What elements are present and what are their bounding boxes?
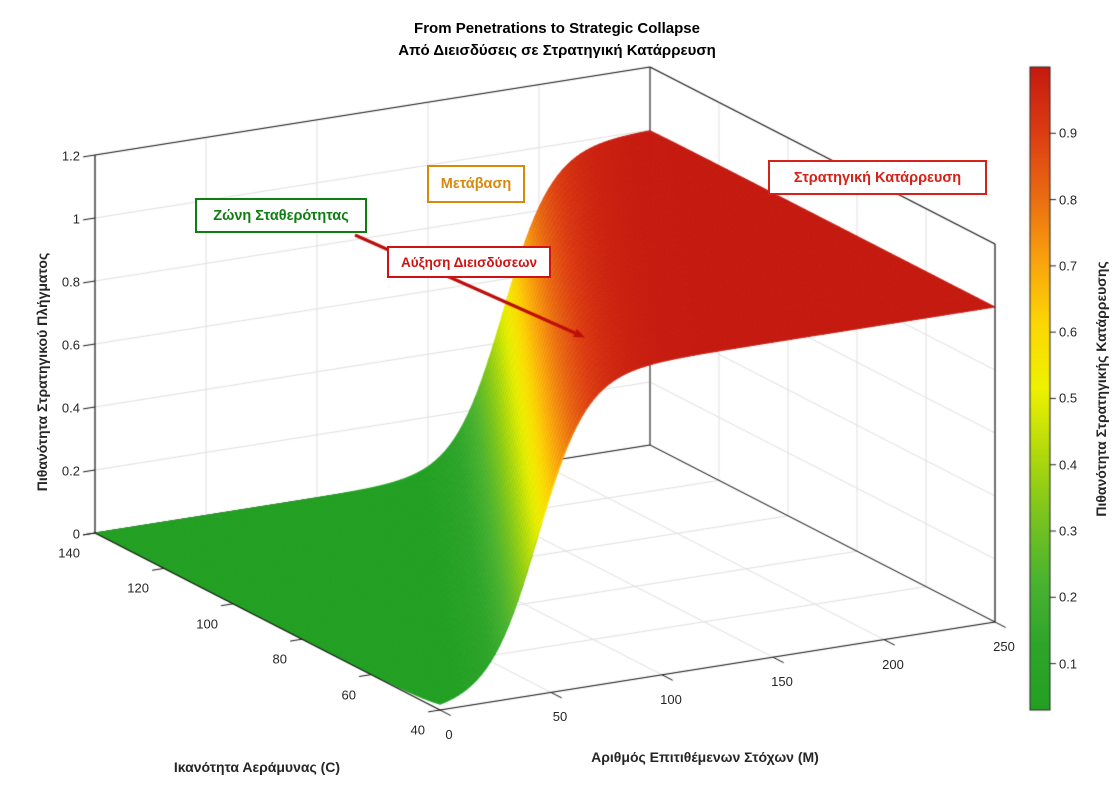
annotation-stability-zone: Ζώνη Σταθερότητας [195, 198, 367, 233]
annotation-transition: Μετάβαση [427, 165, 525, 203]
x-tick-label: 200 [882, 656, 904, 672]
x-tick-label: 150 [771, 674, 793, 690]
plot-title: From Penetrations to Strategic Collapse … [398, 18, 716, 62]
colorbar-tick-label: 0.9 [1059, 125, 1078, 141]
colorbar-tick-label: 0.8 [1059, 192, 1078, 208]
y-tick-label: 40 [410, 722, 425, 738]
colorbar-tick-label: 0.5 [1059, 390, 1078, 406]
x-axis-label: Αριθμός Επιτιθέμενων Στόχων (M) [591, 749, 819, 765]
y-tick-label: 80 [272, 651, 287, 667]
x-tick-label: 250 [993, 639, 1015, 654]
y-tick-label: 140 [58, 545, 80, 561]
colorbar-label: Πιθανότητα Στρατηγικής Κατάρρευσης [1093, 261, 1109, 517]
z-tick-label: 0 [72, 526, 80, 542]
z-tick-label: 0.2 [61, 463, 80, 479]
z-tick-label: 1.2 [61, 148, 80, 164]
plot-title-en: From Penetrations to Strategic Collapse [414, 20, 700, 37]
x-tick-label: 0 [445, 727, 453, 742]
y-tick-label: 60 [341, 687, 356, 703]
z-tick-label: 0.8 [61, 274, 80, 290]
y-tick-label: 100 [196, 616, 218, 632]
annotation-strategic-collapse: Στρατηγική Κατάρρευση [768, 160, 987, 195]
annotation-increase-penetrations: Αύξηση Διεισδύσεων [387, 246, 551, 278]
z-axis-label: Πιθανότητα Στρατηγικού Πλήγματος [34, 252, 50, 492]
y-tick-label: 120 [127, 580, 149, 596]
z-tick-label: 0.6 [61, 337, 80, 353]
colorbar-tick-label: 0.2 [1059, 589, 1078, 605]
colorbar-tick-label: 0.4 [1059, 457, 1078, 473]
x-tick-label: 100 [660, 691, 682, 707]
y-axis-label: Ικανότητα Αεράμυνας (C) [173, 759, 341, 775]
z-tick-label: 0.4 [61, 400, 80, 416]
colorbar-tick-label: 0.1 [1059, 656, 1078, 672]
x-tick-label: 50 [552, 709, 568, 725]
colorbar-tick-label: 0.3 [1059, 523, 1078, 539]
colorbar-tick-label: 0.7 [1059, 258, 1078, 274]
z-tick-label: 1 [72, 211, 80, 227]
colorbar-tick-label: 0.6 [1059, 324, 1078, 340]
plot-title-el: Από Διεισδύσεις σε Στρατηγική Κατάρρευση [398, 42, 716, 59]
